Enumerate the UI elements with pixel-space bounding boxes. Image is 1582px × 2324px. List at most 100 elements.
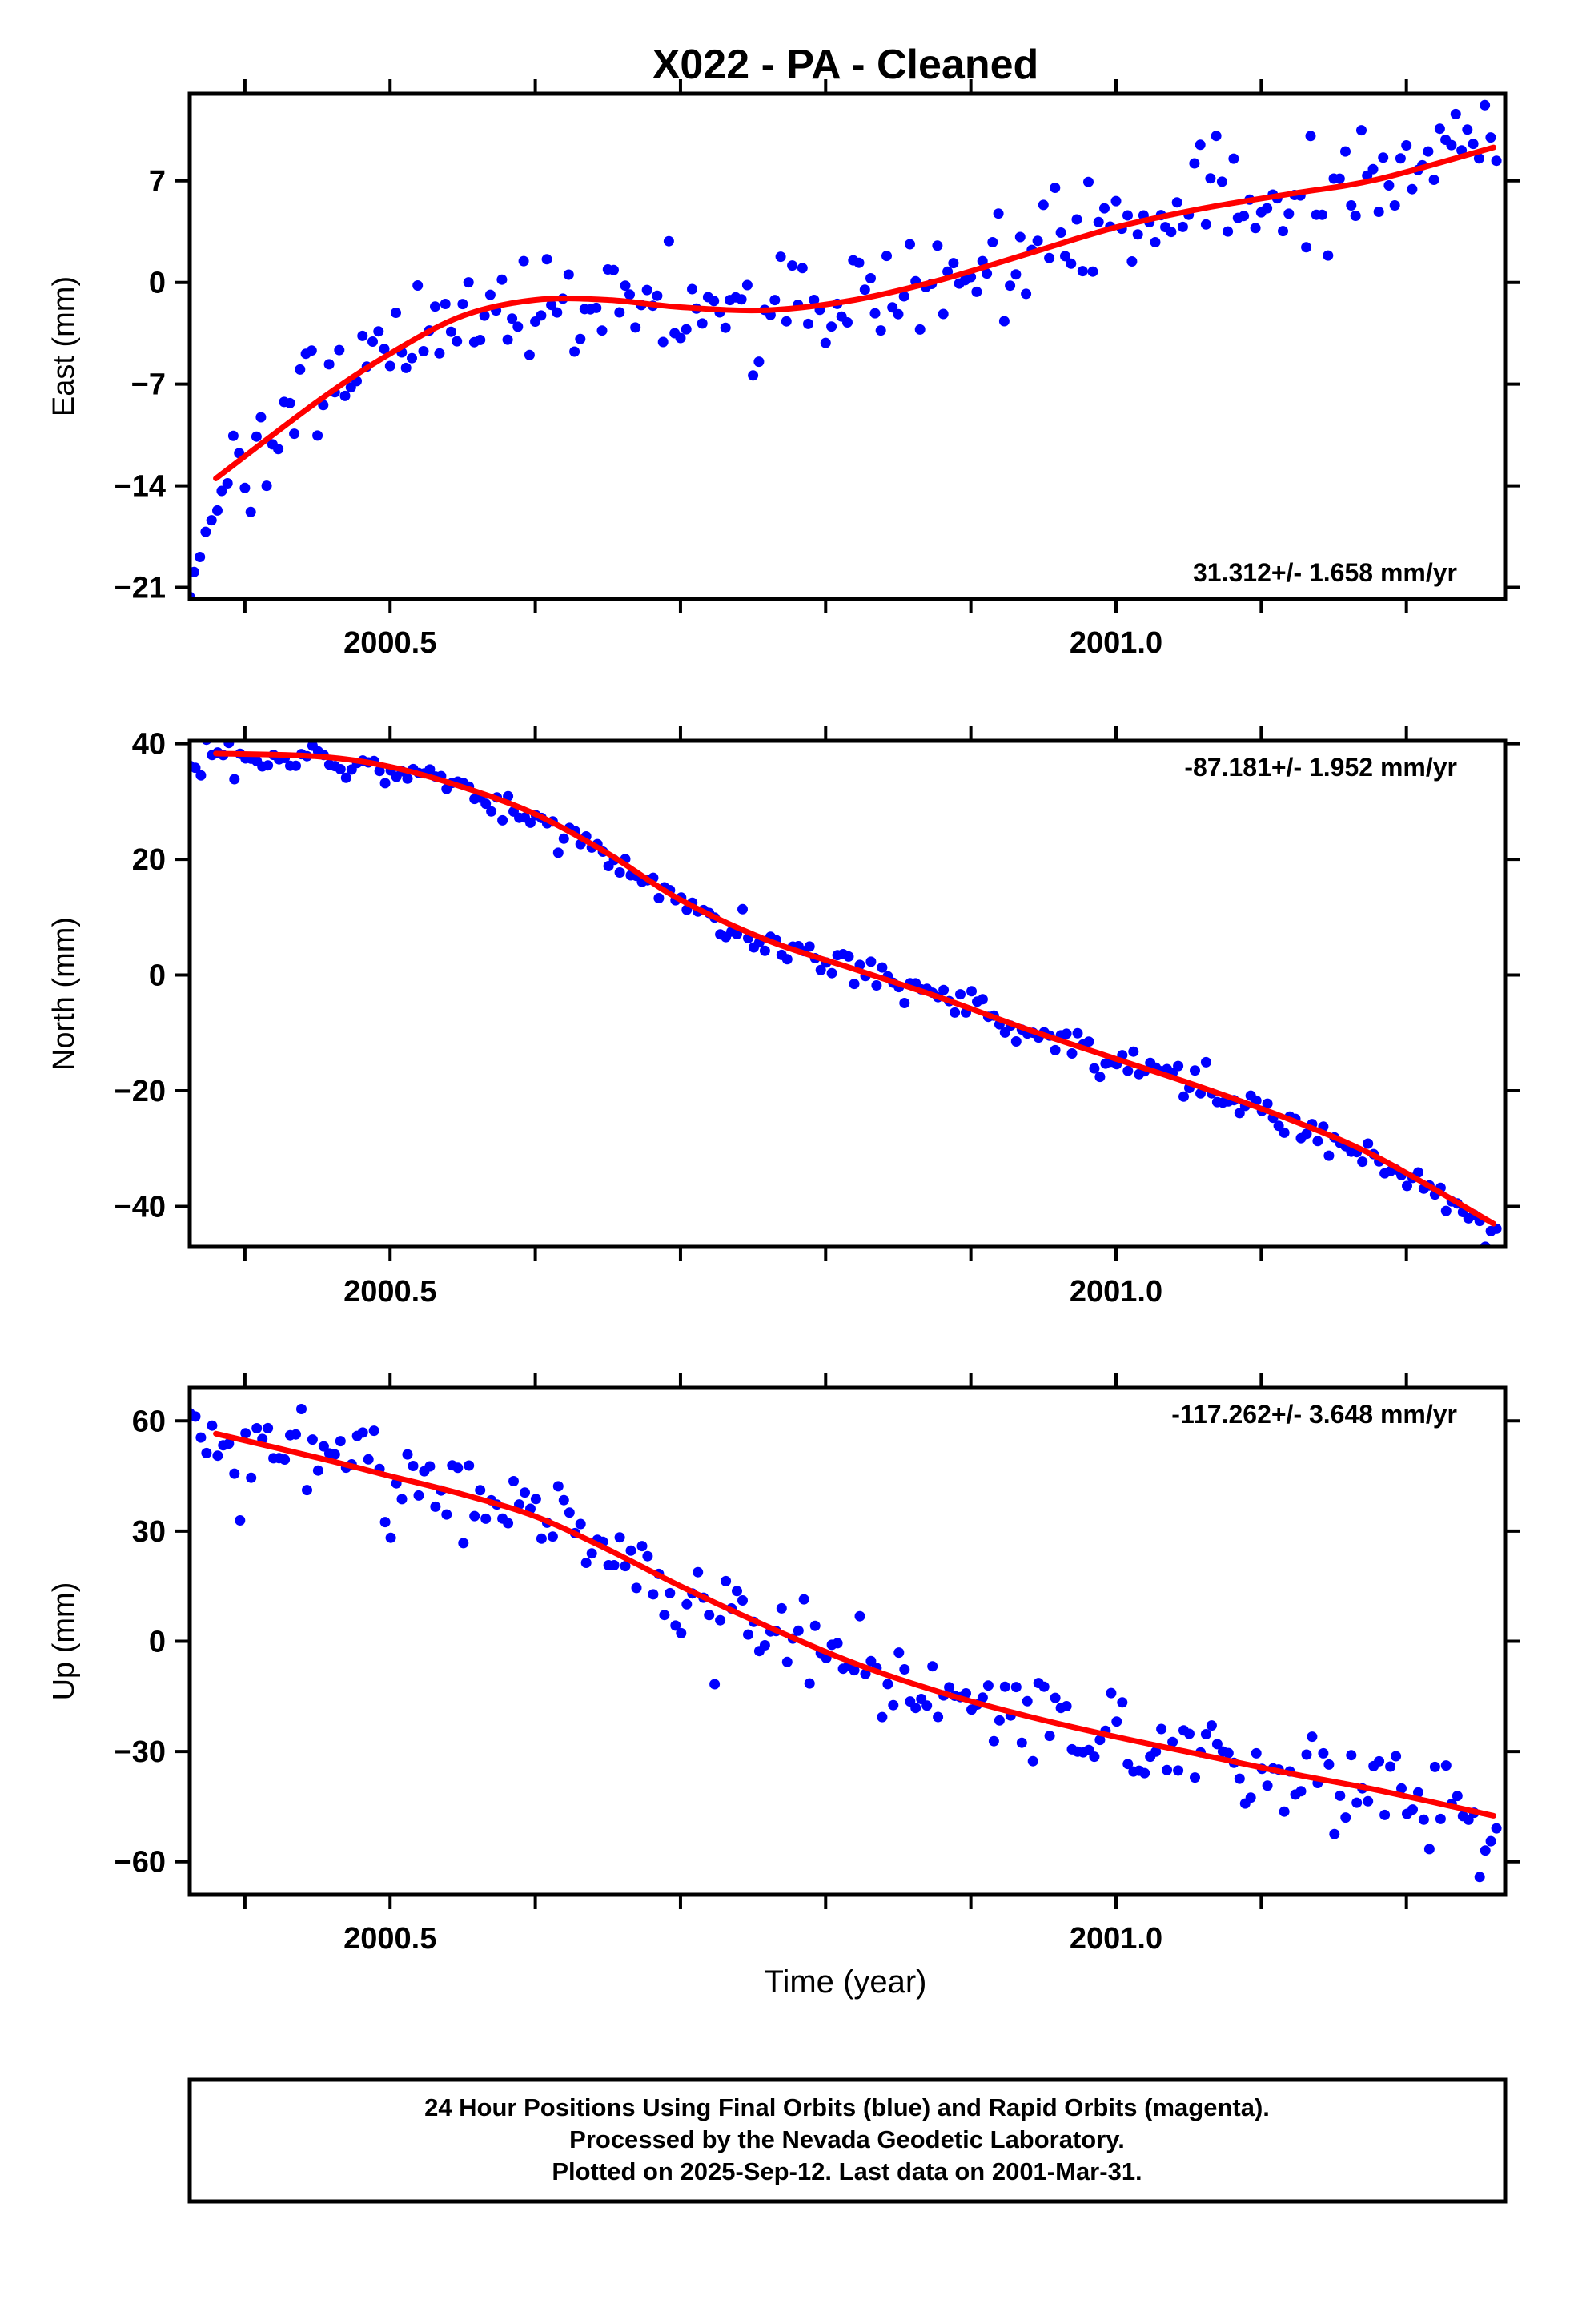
north-data-point bbox=[826, 967, 837, 979]
up-data-point bbox=[312, 1465, 323, 1476]
x-axis-label: Time (year) bbox=[765, 1964, 927, 2000]
up-data-point bbox=[508, 1476, 519, 1486]
north-data-point bbox=[229, 774, 240, 785]
up-data-point bbox=[1027, 1755, 1038, 1767]
up-data-point bbox=[888, 1699, 899, 1711]
up-data-point bbox=[307, 1434, 318, 1445]
up-data-point bbox=[910, 1703, 921, 1714]
up-data-point bbox=[1491, 1823, 1502, 1834]
east-data-point bbox=[748, 370, 759, 381]
up-data-point bbox=[424, 1461, 436, 1472]
north-data-point bbox=[263, 760, 274, 771]
east-data-point bbox=[445, 326, 456, 337]
east-ytick-label: 0 bbox=[149, 267, 166, 300]
north-data-point bbox=[1234, 1108, 1245, 1119]
up-data-point bbox=[207, 1420, 218, 1431]
up-data-point bbox=[636, 1541, 648, 1552]
east-data-point bbox=[1166, 227, 1177, 238]
east-data-point bbox=[596, 325, 608, 336]
east-data-point bbox=[1171, 197, 1182, 208]
north-ytick-label: 0 bbox=[149, 959, 166, 993]
east-data-point bbox=[418, 346, 429, 356]
east-ytick-label: −7 bbox=[131, 368, 166, 402]
up-rate-label: -117.262+/- 3.648 mm/yr bbox=[1171, 1400, 1457, 1429]
up-data-point bbox=[1301, 1749, 1312, 1760]
up-data-point bbox=[190, 1411, 201, 1422]
east-data-point bbox=[977, 255, 988, 267]
east-data-point bbox=[1216, 176, 1227, 187]
east-data-point bbox=[875, 325, 886, 336]
north-data-point bbox=[977, 994, 988, 1005]
east-points bbox=[190, 99, 1502, 599]
up-data-point bbox=[743, 1629, 753, 1640]
up-data-point bbox=[676, 1627, 687, 1638]
up-data-point bbox=[1173, 1765, 1184, 1776]
east-data-point bbox=[367, 336, 378, 347]
up-data-point bbox=[1245, 1792, 1256, 1803]
up-data-point bbox=[318, 1441, 329, 1452]
east-data-point bbox=[1071, 214, 1082, 225]
east-data-point bbox=[1468, 139, 1479, 150]
up-data-point bbox=[520, 1487, 530, 1498]
up-data-point bbox=[776, 1602, 787, 1614]
east-data-point bbox=[323, 359, 335, 370]
east-data-point bbox=[1401, 140, 1412, 151]
up-data-point bbox=[804, 1678, 815, 1689]
east-data-point bbox=[1223, 226, 1234, 237]
up-data-point bbox=[536, 1533, 547, 1544]
up-data-point bbox=[1413, 1787, 1423, 1798]
up-data-point bbox=[430, 1501, 441, 1512]
up-data-point bbox=[1346, 1750, 1357, 1761]
east-data-point bbox=[1473, 153, 1484, 164]
east-data-point bbox=[546, 300, 557, 311]
up-data-point bbox=[1162, 1764, 1173, 1775]
up-data-point bbox=[704, 1610, 715, 1621]
east-data-point bbox=[1189, 158, 1200, 169]
up-data-point bbox=[1335, 1790, 1346, 1801]
up-xtick-label: 2001.0 bbox=[1070, 1922, 1162, 1956]
east-data-point bbox=[1340, 146, 1351, 157]
up-data-point bbox=[1150, 1746, 1162, 1757]
up-data-point bbox=[1329, 1828, 1340, 1839]
north-data-point bbox=[486, 806, 497, 817]
east-data-point bbox=[284, 397, 295, 408]
north-data-point bbox=[1050, 1044, 1061, 1055]
north-data-point bbox=[1200, 1056, 1211, 1068]
east-data-point bbox=[475, 335, 486, 345]
footer-box: 24 Hour Positions Using Final Orbits (bl… bbox=[187, 2077, 1508, 2204]
north-data-point bbox=[653, 893, 665, 903]
up-data-point bbox=[759, 1640, 770, 1651]
footer-line-2: Processed by the Nevada Geodetic Laborat… bbox=[569, 2125, 1125, 2153]
north-data-point bbox=[424, 764, 436, 775]
east-data-point bbox=[1055, 227, 1066, 238]
east-data-point bbox=[1228, 153, 1239, 164]
east-data-point bbox=[1205, 173, 1216, 184]
east-data-point bbox=[697, 318, 708, 329]
up-data-point bbox=[363, 1454, 374, 1465]
east-data-point bbox=[457, 299, 468, 310]
east-data-point bbox=[663, 235, 674, 247]
up-panel: −60 −30 0 30 60 2000.5 2001.0 Up (mm) -117.262+/… bbox=[47, 1373, 1520, 1956]
up-data-point bbox=[1044, 1731, 1055, 1742]
up-data-point bbox=[809, 1620, 821, 1631]
east-data-point bbox=[1480, 99, 1491, 111]
up-ytick-label: 30 bbox=[132, 1515, 166, 1549]
east-data-point bbox=[1334, 173, 1345, 184]
up-data-point bbox=[1061, 1701, 1072, 1711]
east-data-point bbox=[1077, 266, 1088, 277]
footer-frame bbox=[187, 2077, 1508, 2204]
north-data-point bbox=[955, 989, 966, 1000]
east-data-point bbox=[541, 254, 552, 265]
east-data-point bbox=[1350, 211, 1361, 221]
east-data-point bbox=[942, 266, 954, 277]
north-data-point bbox=[291, 760, 301, 771]
up-data-point bbox=[1385, 1761, 1396, 1772]
north-data-point bbox=[1066, 1048, 1078, 1059]
up-data-point bbox=[402, 1449, 413, 1460]
east-data-point bbox=[200, 526, 211, 537]
up-data-point bbox=[999, 1681, 1010, 1692]
up-data-point bbox=[240, 1428, 251, 1439]
up-data-point bbox=[1418, 1814, 1429, 1825]
up-data-point bbox=[564, 1507, 575, 1518]
east-data-point bbox=[434, 348, 445, 359]
